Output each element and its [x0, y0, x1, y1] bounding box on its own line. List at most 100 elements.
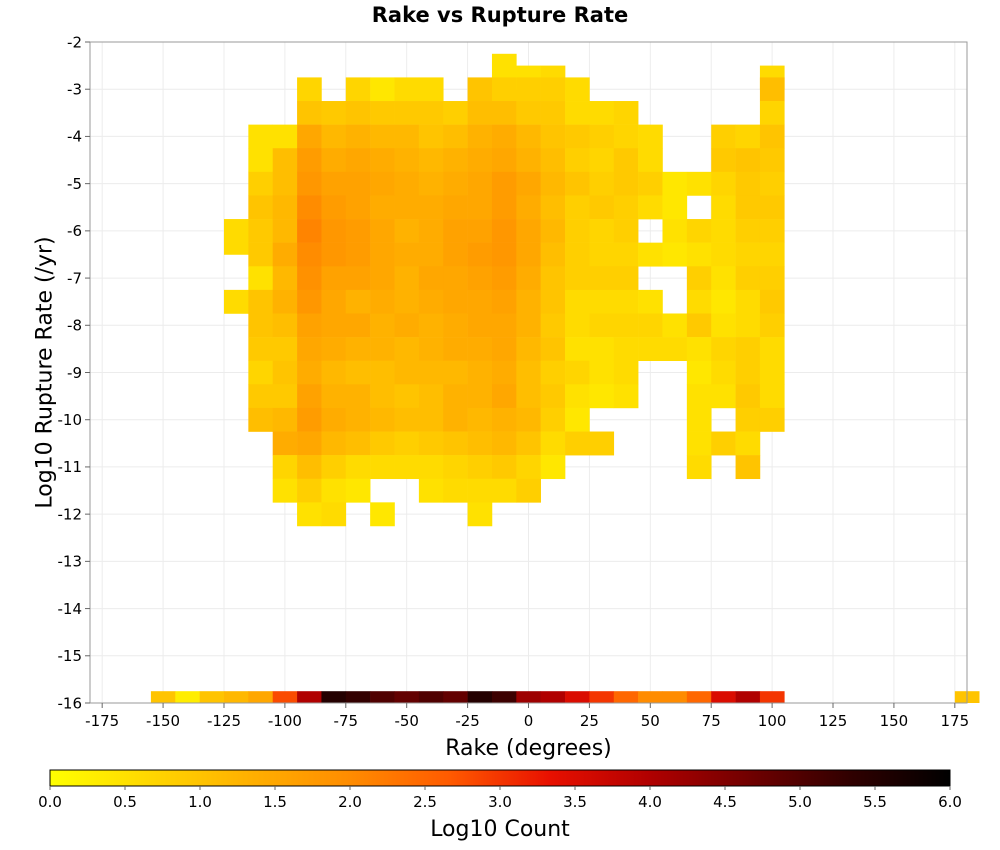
heatmap-cell: [467, 219, 493, 243]
heatmap-cell: [638, 242, 663, 267]
heatmap-cell: [613, 124, 639, 149]
heatmap-cell: [516, 289, 541, 314]
y-tick-label: -8: [67, 317, 82, 335]
heatmap-cell: [272, 384, 298, 409]
heatmap-cell: [321, 242, 347, 267]
heatmap-cell: [589, 195, 615, 220]
heatmap-cell-bottom: [491, 691, 517, 703]
x-axis-title: Rake (degrees): [445, 736, 612, 761]
heatmap-cell: [443, 455, 468, 480]
heatmap-cell: [589, 360, 615, 385]
heatmap-cell: [272, 455, 298, 480]
heatmap-cell: [272, 478, 298, 503]
heatmap-cell: [297, 407, 322, 432]
heatmap-cell: [370, 337, 395, 361]
heatmap-cell: [248, 337, 274, 361]
heatmap-cell: [394, 360, 420, 385]
heatmap-cell: [443, 242, 468, 267]
heatmap-cell: [394, 431, 420, 456]
heatmap-cell: [272, 360, 298, 385]
heatmap-cell: [297, 337, 322, 361]
heatmap-cell-bottom: [443, 691, 468, 703]
heatmap-cell: [272, 148, 298, 173]
heatmap-cell: [613, 360, 639, 385]
heatmap-cell: [272, 407, 298, 432]
heatmap-cell: [589, 219, 615, 243]
heatmap-cell: [418, 124, 444, 149]
heatmap-cell: [735, 337, 761, 361]
heatmap-cell: [370, 502, 395, 527]
heatmap-cell: [223, 219, 249, 243]
heatmap-cell: [394, 219, 420, 243]
heatmap-cell: [443, 478, 468, 503]
heatmap-cell-bottom: [613, 691, 639, 703]
heatmap-cell: [248, 313, 274, 338]
heatmap-cell: [759, 101, 785, 125]
heatmap-cell: [516, 101, 541, 125]
heatmap-cell: [759, 384, 785, 409]
heatmap-cell: [735, 407, 761, 432]
heatmap-cell: [321, 313, 347, 338]
heatmap-cell-bottom: [175, 691, 200, 703]
heatmap-cell: [491, 53, 517, 78]
heatmap-cell: [345, 431, 371, 456]
heatmap-cell: [735, 455, 761, 480]
heatmap-cell: [540, 77, 566, 102]
heatmap-cell: [540, 407, 566, 432]
colorbar-tick-label: 5.5: [863, 793, 887, 811]
heatmap-cell: [297, 148, 322, 173]
heatmap-cell: [638, 313, 663, 338]
colorbar-tick-label: 5.0: [788, 793, 812, 811]
heatmap-cell: [540, 101, 566, 125]
heatmap-cell: [491, 219, 517, 243]
heatmap-cell: [321, 124, 347, 149]
heatmap-cell: [735, 266, 761, 291]
heatmap-cell: [345, 266, 371, 291]
heatmap-cell: [759, 289, 785, 314]
heatmap-cell: [418, 101, 444, 125]
x-tick-label: -50: [394, 712, 419, 730]
heatmap-cell: [759, 219, 785, 243]
heatmap-cell: [443, 313, 468, 338]
heatmap-cell: [662, 171, 688, 196]
heatmap-cell: [686, 431, 712, 456]
heatmap-cell: [565, 77, 590, 102]
heatmap-cell: [418, 171, 444, 196]
heatmap-cell: [345, 384, 371, 409]
heatmap-cell: [394, 101, 420, 125]
heatmap-cell: [735, 171, 761, 196]
heatmap-cell: [686, 171, 712, 196]
heatmap-cell: [443, 219, 468, 243]
heatmap-cell: [565, 313, 590, 338]
heatmap-cell: [370, 360, 395, 385]
heatmap-cell: [418, 219, 444, 243]
heatmap-cell: [491, 407, 517, 432]
heatmap-cell: [565, 171, 590, 196]
heatmap-cell: [540, 360, 566, 385]
x-tick-label: 175: [940, 712, 969, 730]
heatmap-cell: [735, 195, 761, 220]
heatmap-cell: [589, 148, 615, 173]
heatmap-cell: [565, 124, 590, 149]
heatmap-cell: [321, 478, 347, 503]
heatmap-cell: [735, 289, 761, 314]
heatmap-cell-bottom: [370, 691, 395, 703]
heatmap-cell: [321, 219, 347, 243]
heatmap-cell: [418, 313, 444, 338]
heatmap-cell: [516, 266, 541, 291]
heatmap-cell: [321, 289, 347, 314]
heatmap-cell: [516, 195, 541, 220]
heatmap-cell: [394, 171, 420, 196]
heatmap-cell: [516, 242, 541, 267]
heatmap-cell: [565, 384, 590, 409]
heatmap-cell: [759, 407, 785, 432]
heatmap-cell: [418, 478, 444, 503]
colorbar-tick-label: 2.5: [413, 793, 437, 811]
heatmap-cell: [297, 289, 322, 314]
heatmap-cell: [370, 77, 395, 102]
heatmap-cell: [272, 313, 298, 338]
heatmap-cell: [370, 101, 395, 125]
colorbar: [49, 769, 951, 787]
heatmap-cell: [467, 455, 493, 480]
